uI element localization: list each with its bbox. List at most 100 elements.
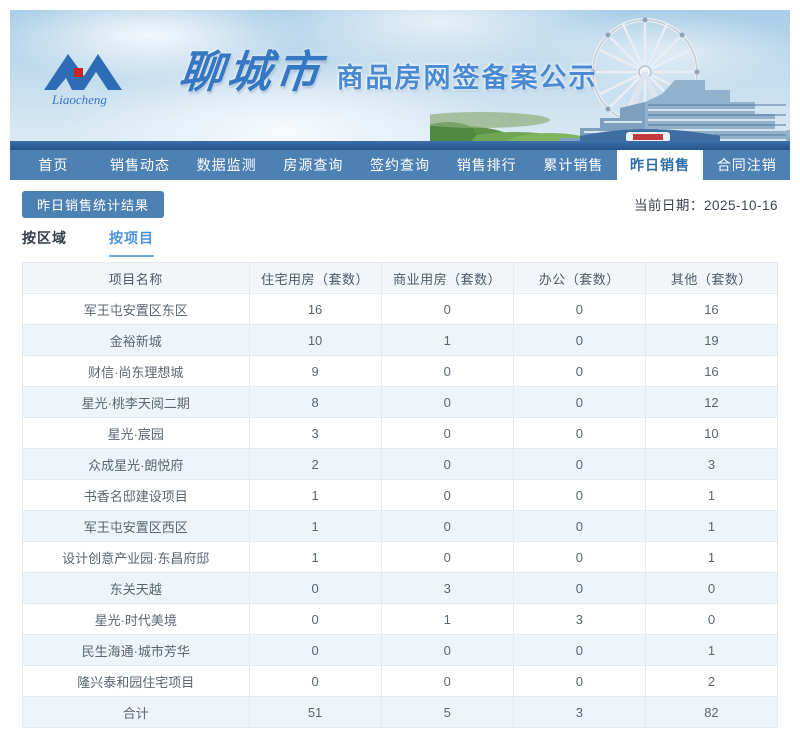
count-cell: 1 — [644, 541, 779, 573]
count-cell: 8 — [248, 386, 382, 418]
column-header: 商业用房（套数） — [380, 262, 514, 294]
count-cell: 0 — [380, 448, 514, 480]
count-cell: 2 — [248, 448, 382, 480]
count-cell: 0 — [512, 572, 646, 604]
header-banner: Liaocheng 聊城市 商品房网签备案公示 — [10, 10, 790, 150]
table-body: 军王屯安置区东区 16 0 0 16 金裕新城 10 1 0 19 财信·尚东理想城 9 0 0 16 星光·… — [22, 293, 779, 728]
project-name-cell: 星光·时代美境 — [22, 603, 250, 635]
count-cell: 0 — [380, 386, 514, 418]
count-cell: 0 — [248, 665, 382, 697]
count-cell: 3 — [512, 603, 646, 635]
city-name-calligraphy: 聊城市 — [176, 48, 327, 97]
count-cell: 0 — [512, 634, 646, 666]
table-row: 金裕新城 10 1 0 19 — [22, 324, 779, 356]
table-row: 军王屯安置区东区 16 0 0 16 — [22, 293, 779, 325]
column-header: 住宅用房（套数） — [248, 262, 382, 294]
project-name-cell: 金裕新城 — [22, 324, 250, 356]
nav-item-首页[interactable]: 首页 — [38, 157, 69, 173]
subtab-按区域[interactable]: 按区域 — [22, 230, 67, 246]
count-cell: 0 — [380, 417, 514, 449]
count-cell: 82 — [644, 696, 779, 728]
count-cell: 0 — [248, 634, 382, 666]
table-row: 书香名邸建设项目 1 0 0 1 — [22, 479, 779, 511]
nav-item-房源查询[interactable]: 房源查询 — [283, 157, 344, 173]
table-row: 星光·时代美境 0 1 3 0 — [22, 603, 779, 635]
view-mode-tabs: 按区域 按项目 — [22, 228, 154, 257]
count-cell: 0 — [380, 510, 514, 542]
count-cell: 10 — [248, 324, 382, 356]
count-cell: 0 — [380, 479, 514, 511]
project-name-cell: 星光·桃李天阅二期 — [22, 386, 250, 418]
nav-item-销售动态[interactable]: 销售动态 — [110, 157, 170, 173]
count-cell: 0 — [512, 386, 646, 418]
project-name-cell: 财信·尚东理想城 — [22, 355, 250, 387]
current-date: 当前日期：2025-10-16 — [634, 194, 778, 214]
count-cell: 0 — [380, 634, 514, 666]
toolbar: 昨日销售统计结果 当前日期：2025-10-16 — [22, 190, 778, 218]
count-cell: 0 — [512, 355, 646, 387]
count-cell: 2 — [644, 665, 779, 697]
project-name-cell: 军王屯安置区西区 — [22, 510, 250, 542]
total-row: 合计 51 5 3 82 — [22, 696, 779, 728]
svg-text:Liaocheng: Liaocheng — [51, 92, 107, 107]
count-cell: 0 — [248, 572, 382, 604]
nav-item-昨日销售[interactable]: 昨日销售 — [616, 150, 704, 180]
nav-item-累计销售[interactable]: 累计销售 — [543, 157, 604, 173]
count-cell: 16 — [248, 293, 382, 325]
table-row: 东关天越 0 3 0 0 — [22, 572, 779, 604]
count-cell: 0 — [380, 293, 514, 325]
table-row: 众成星光·朗悦府 2 0 0 3 — [22, 448, 779, 480]
count-cell: 3 — [248, 417, 382, 449]
yesterday-sales-stats-button[interactable]: 昨日销售统计结果 — [22, 190, 165, 218]
nav-item-数据监测[interactable]: 数据监测 — [196, 157, 257, 173]
banner-title: 聊城市 商品房网签备案公示 — [176, 36, 597, 100]
count-cell: 3 — [644, 448, 779, 480]
project-name-cell: 众成星光·朗悦府 — [22, 448, 250, 480]
table-row: 隆兴泰和园住宅项目 0 0 0 2 — [22, 665, 779, 697]
column-header: 项目名称 — [22, 262, 250, 294]
count-cell: 3 — [380, 572, 514, 604]
count-cell: 0 — [512, 324, 646, 356]
count-cell: 19 — [644, 324, 779, 356]
count-cell: 0 — [512, 448, 646, 480]
nav-item-销售排行[interactable]: 销售排行 — [456, 157, 517, 173]
count-cell: 9 — [248, 355, 382, 387]
count-cell: 1 — [644, 510, 779, 542]
count-cell: 12 — [644, 386, 779, 418]
count-cell: 0 — [512, 541, 646, 573]
current-date-value: 2025-10-16 — [703, 198, 778, 213]
project-name-cell: 合计 — [22, 696, 250, 728]
sales-table-wrap: 项目名称 住宅用房（套数） 商业用房（套数） 办公（套数） 其他（套数） 军王屯安置区东… — [22, 262, 779, 728]
project-name-cell: 军王屯安置区东区 — [22, 293, 250, 325]
banner-water-band — [10, 141, 790, 150]
main-nav: 首页 销售动态 数据监测 房源查询 签约查询 销售排行 累计销售 昨日销售 合同注销 — [10, 150, 790, 180]
count-cell: 1 — [380, 324, 514, 356]
count-cell: 0 — [512, 293, 646, 325]
project-name-cell: 隆兴泰和园住宅项目 — [22, 665, 250, 697]
nav-item-签约查询[interactable]: 签约查询 — [370, 157, 431, 173]
project-name-cell: 民生海通·城市芳华 — [22, 634, 250, 666]
count-cell: 0 — [512, 510, 646, 542]
count-cell: 0 — [512, 479, 646, 511]
site-logo: Liaocheng — [38, 38, 168, 116]
count-cell: 0 — [248, 603, 382, 635]
count-cell: 1 — [248, 479, 382, 511]
table-header-row: 项目名称 住宅用房（套数） 商业用房（套数） 办公（套数） 其他（套数） — [22, 262, 779, 294]
count-cell: 5 — [380, 696, 514, 728]
project-name-cell: 设计创意产业园·东昌府邸 — [22, 541, 250, 573]
column-header: 其他（套数） — [644, 262, 779, 294]
column-header: 办公（套数） — [512, 262, 646, 294]
count-cell: 1 — [380, 603, 514, 635]
count-cell: 1 — [644, 634, 779, 666]
project-name-cell: 书香名邸建设项目 — [22, 479, 250, 511]
subtab-按项目[interactable]: 按项目 — [109, 228, 154, 257]
nav-item-合同注销[interactable]: 合同注销 — [716, 157, 777, 173]
sales-table: 项目名称 住宅用房（套数） 商业用房（套数） 办公（套数） 其他（套数） 军王屯安置区东… — [22, 262, 779, 728]
count-cell: 51 — [248, 696, 382, 728]
table-row: 财信·尚东理想城 9 0 0 16 — [22, 355, 779, 387]
count-cell: 0 — [380, 665, 514, 697]
count-cell: 1 — [644, 479, 779, 511]
liaocheng-m-logo-icon: Liaocheng — [44, 54, 122, 107]
table-row: 星光·桃李天阅二期 8 0 0 12 — [22, 386, 779, 418]
